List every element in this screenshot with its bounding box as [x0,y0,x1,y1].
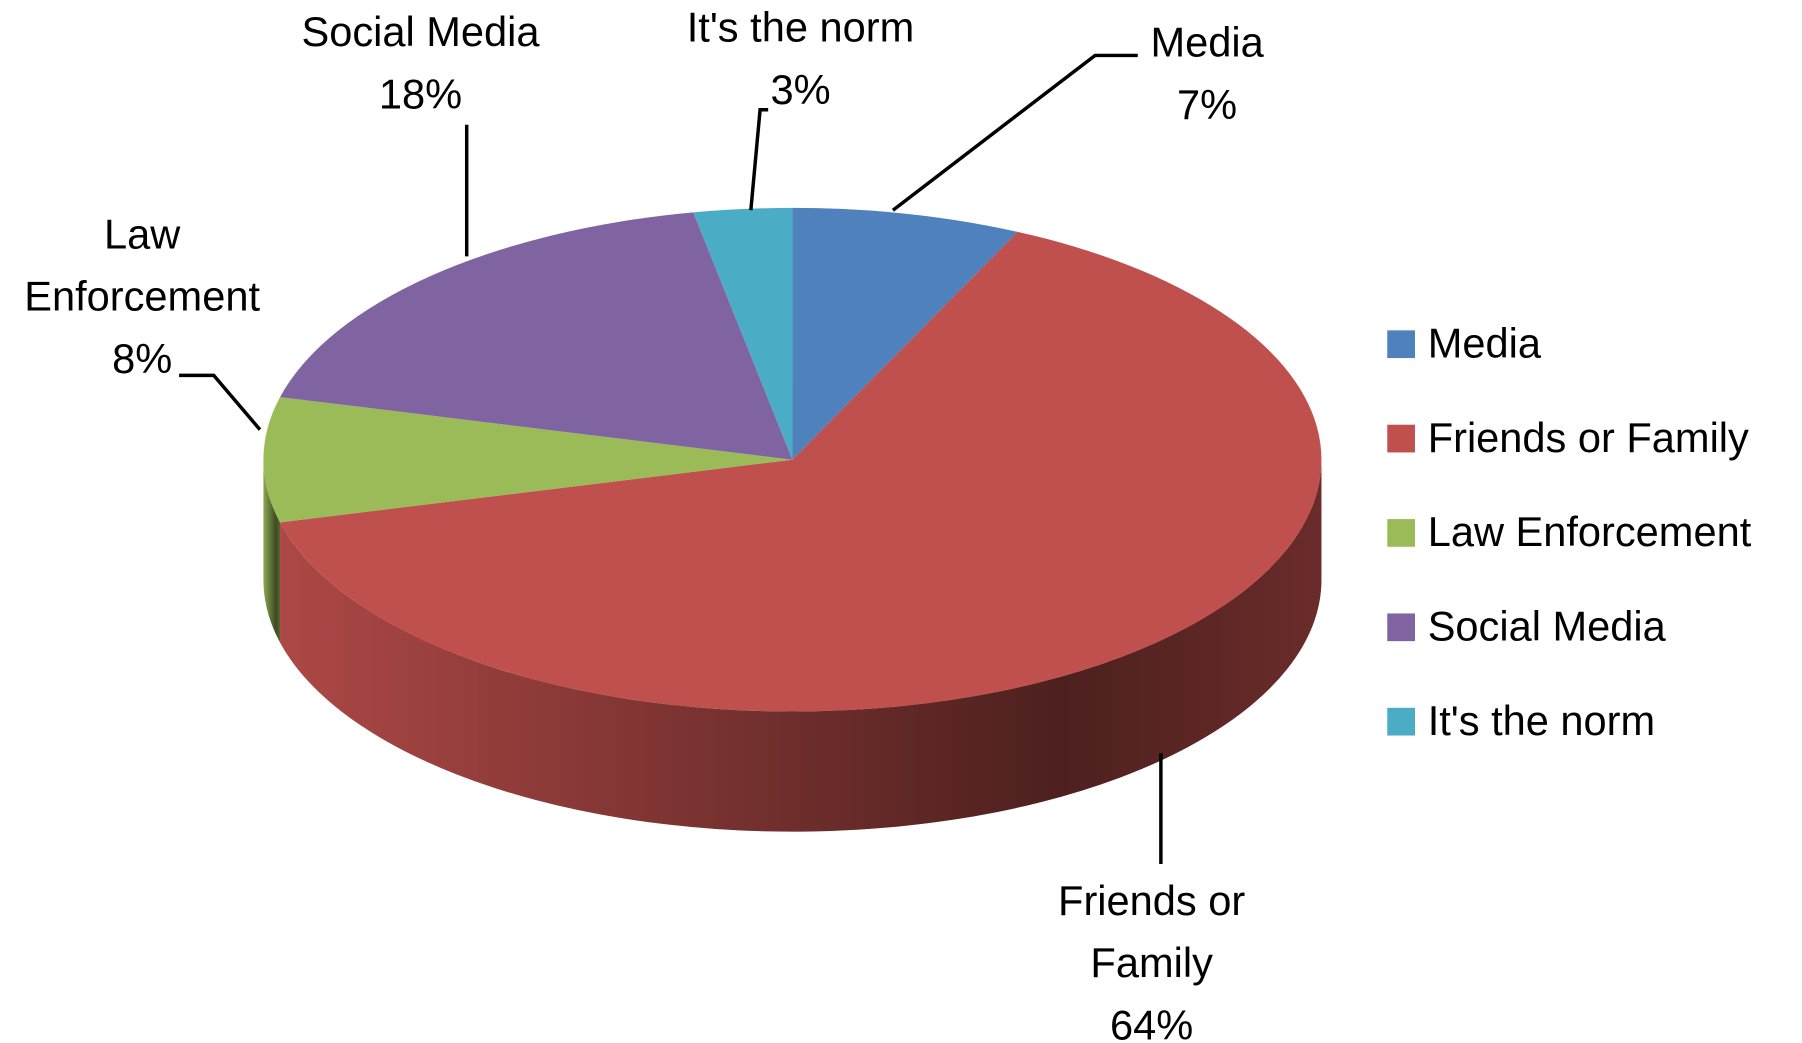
label-name: Media [1150,18,1264,66]
data-label: Media 7% [976,12,1438,137]
legend-swatch [1387,519,1415,547]
label-name: It's the norm [686,3,915,51]
data-label: Law Enforcement 8% [4,203,281,390]
data-label-text: Law Enforcement 8% [4,203,281,390]
slice [280,231,1322,712]
leader-line [749,107,769,211]
slice-side-shade [280,459,1322,832]
label-name: Social Media [301,8,540,56]
label-value: 8% [112,334,173,383]
leader-lines [179,53,1163,864]
label-name: Law Enforcement [24,210,261,320]
legend-label: Social Media [1428,603,1667,650]
legend-swatch [1387,330,1415,359]
label-value: 7% [1177,80,1238,129]
label-name: Friends or Family [1058,876,1246,987]
data-label-text: Social Media 18% [189,1,651,126]
leader-line [891,53,1138,212]
slice [693,207,793,460]
slice [263,397,793,523]
data-label-text: It's the norm 3% [570,0,1032,121]
label-value: 18% [378,70,463,118]
slice-side-shade [263,459,281,643]
legend-label: Media [1428,319,1542,366]
slice [280,212,793,460]
data-label: Social Media 18% [189,1,651,126]
label-value: 64% [1110,1001,1194,1043]
slice [792,207,1018,460]
label-value: 3% [770,65,831,114]
legend-swatch [1387,707,1415,736]
legend-swatch [1387,424,1415,453]
data-label-text: Media 7% [976,12,1438,137]
data-label: It's the norm 3% [570,0,1032,121]
legend-label: Law Enforcement [1428,508,1752,555]
legend-label: It's the norm [1428,697,1655,744]
legend-label: Friends or Family [1428,414,1749,461]
pie [263,207,1322,832]
leader-line [179,373,262,431]
data-label-text: Friends or Family 64% [1036,870,1267,1043]
data-labels: Media 7% Friends or Family 64% Law Enforceme… [4,0,1438,1043]
legend: Media Friends or Family Law Enforcement Soc… [1387,319,1752,744]
data-label: Friends or Family 64% [1036,870,1267,1043]
legend-swatch [1387,613,1415,642]
